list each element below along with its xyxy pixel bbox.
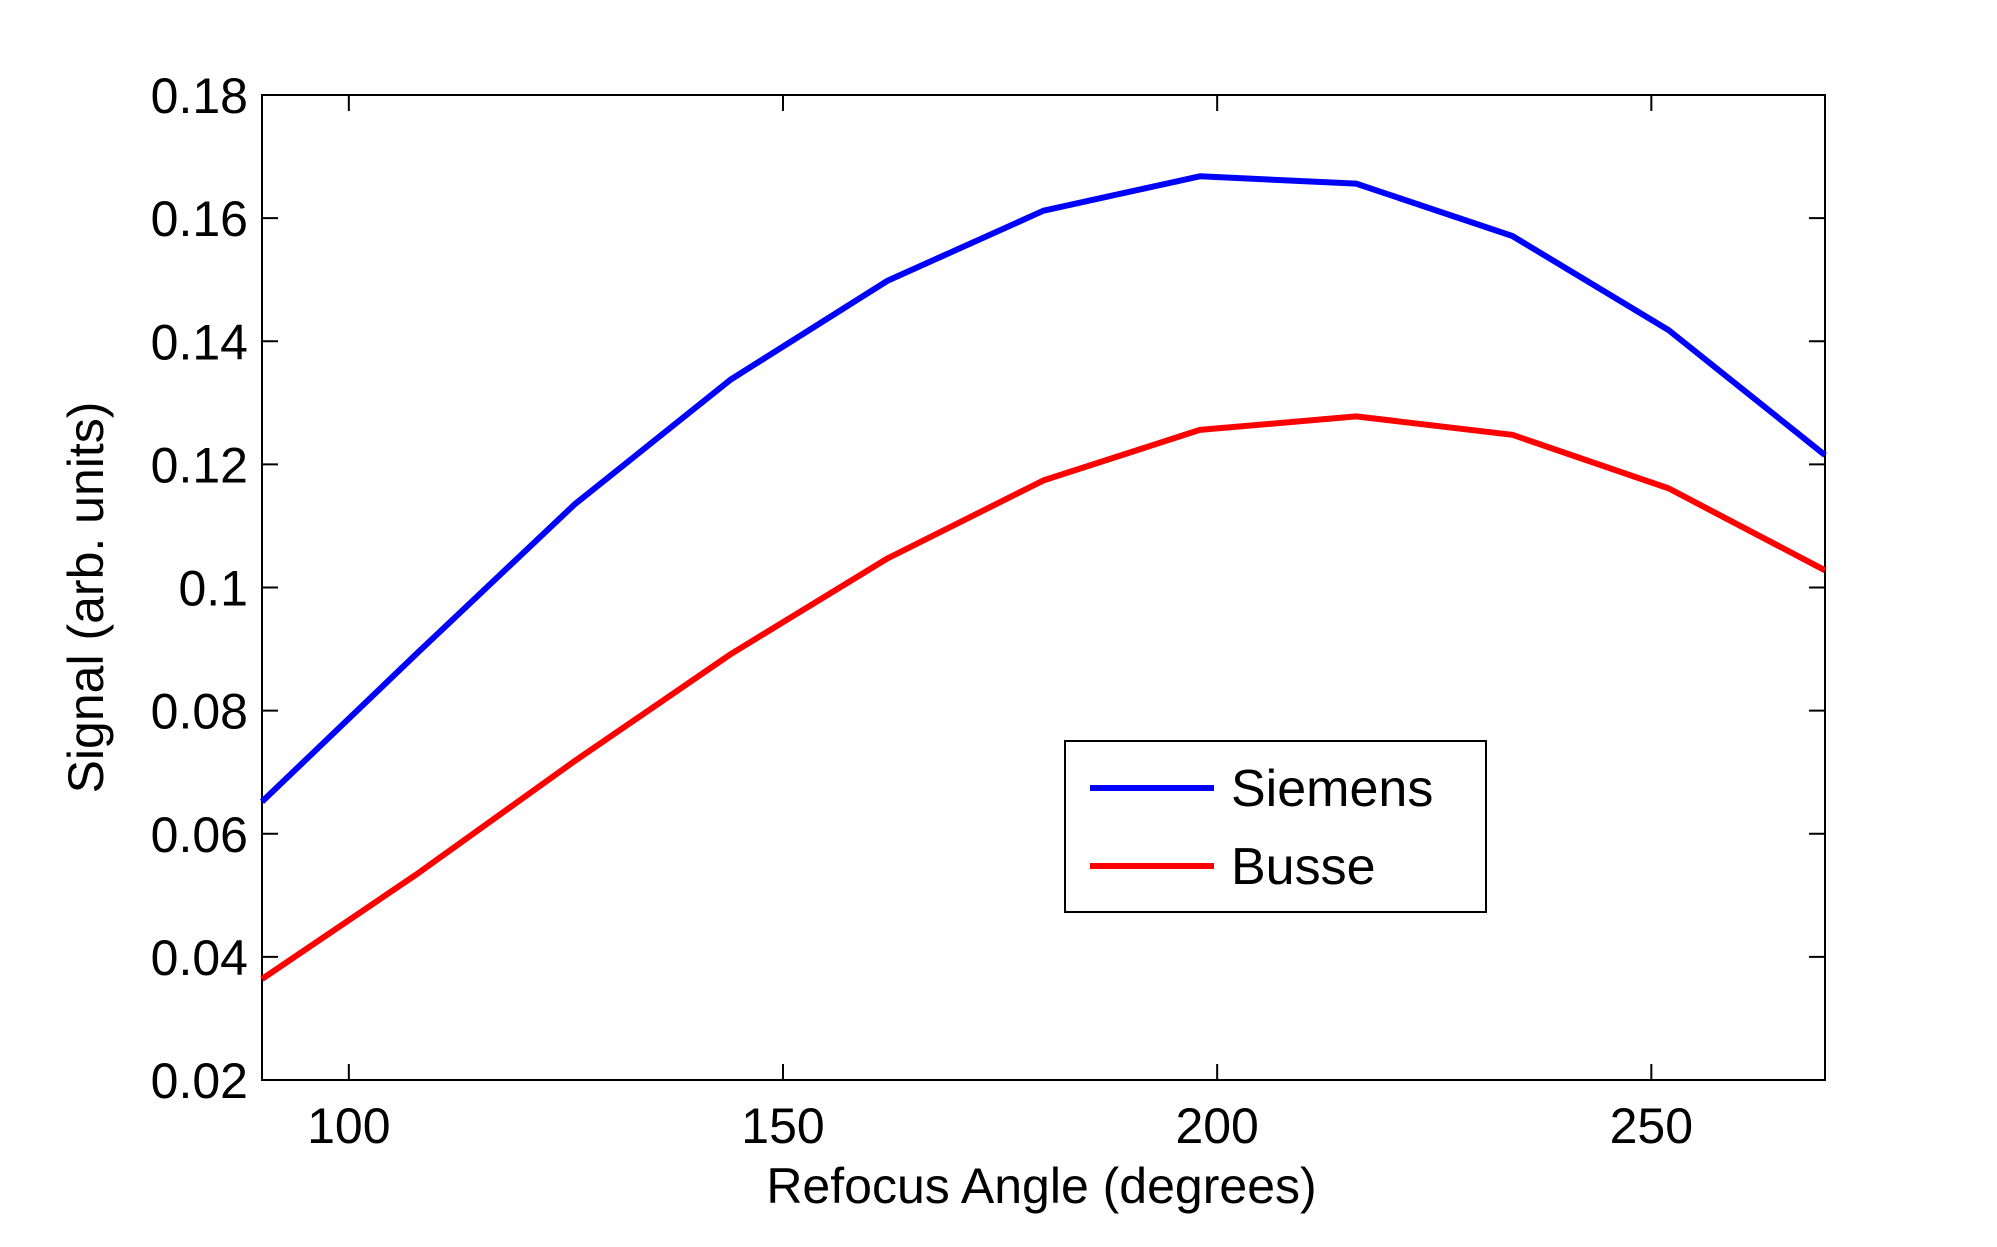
y-tick-label: 0.02 <box>151 1053 248 1109</box>
series-line-siemens <box>259 173 1827 804</box>
legend-label-busse: Busse <box>1231 838 1376 896</box>
x-axis-label: Refocus Angle (degrees) <box>766 1158 1316 1214</box>
legend-box <box>1064 740 1487 913</box>
y-axis-label: Signal (arb. units) <box>58 402 114 794</box>
x-tick-label: 150 <box>741 1098 824 1154</box>
y-tick-label: 0.16 <box>151 191 248 247</box>
y-tick-label: 0.06 <box>151 807 248 863</box>
legend-label-siemens: Siemens <box>1231 760 1433 818</box>
series-lines <box>259 173 1827 982</box>
x-tick-label: 250 <box>1610 1098 1693 1154</box>
plot-area: 100 150 200 250 0.02 0.04 0.06 0.08 0.1 0.12 0.14… <box>151 68 1827 1154</box>
legend: Siemens Busse <box>1064 740 1487 913</box>
x-tick-label: 200 <box>1175 1098 1258 1154</box>
x-axis-ticks: 100 150 200 250 <box>307 95 1693 1154</box>
y-tick-label: 0.14 <box>151 314 248 370</box>
y-axis-ticks: 0.02 0.04 0.06 0.08 0.1 0.12 0.14 0.16 0.18 <box>151 68 1825 1109</box>
axes-box <box>261 94 1826 1081</box>
x-tick-label: 100 <box>307 1098 390 1154</box>
y-tick-label: 0.18 <box>151 68 248 124</box>
y-tick-label: 0.1 <box>178 561 248 617</box>
series-line-busse <box>260 413 1827 982</box>
y-tick-label: 0.08 <box>151 684 248 740</box>
y-tick-label: 0.04 <box>151 930 248 986</box>
y-tick-label: 0.12 <box>151 437 248 493</box>
